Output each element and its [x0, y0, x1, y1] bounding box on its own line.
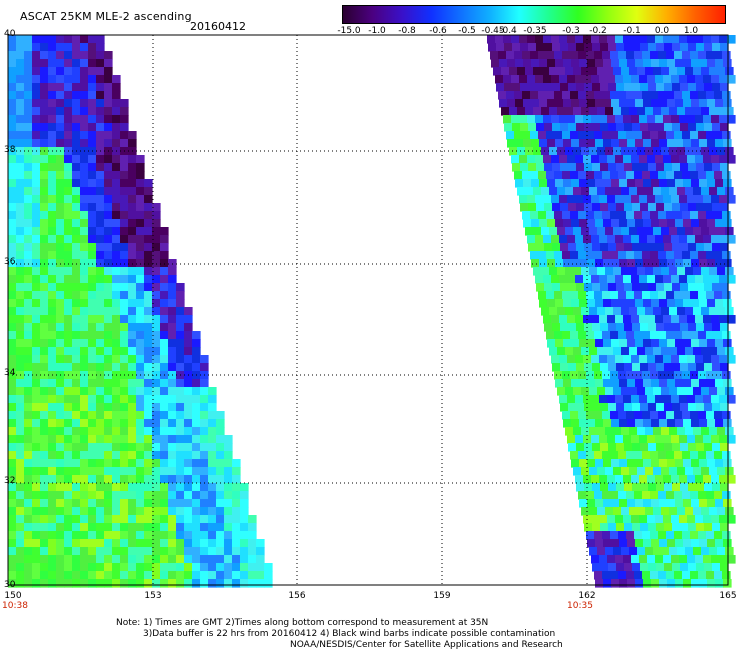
date-label: 20160412 — [190, 20, 246, 33]
pass-time-right: 10:35 — [567, 601, 593, 611]
title: ASCAT 25KM MLE-2 ascending — [20, 10, 192, 23]
y-tick-36: 36 — [4, 257, 16, 267]
note-line-2: 3)Data buffer is 22 hrs from 20160412 4)… — [143, 629, 556, 639]
colorbar-label: -0.5 — [458, 26, 476, 36]
colorbar-label: -15.0 — [337, 26, 361, 36]
x-tick-162: 162 — [578, 591, 596, 601]
colorbar-label: 1.0 — [683, 26, 699, 36]
y-tick-40: 40 — [4, 29, 16, 39]
colorbar-label: -0.8 — [398, 26, 416, 36]
note-line-3: NOAA/NESDIS/Center for Satellite Applica… — [290, 640, 563, 650]
colorbar-label: -0.2 — [589, 26, 607, 36]
colorbar-label: -0.3 — [562, 26, 580, 36]
colorbar-label: -0.6 — [429, 26, 447, 36]
colorbar-label: -0.35 — [523, 26, 547, 36]
x-tick-165: 165 — [719, 591, 737, 601]
y-tick-30: 30 — [4, 580, 16, 590]
y-tick-32: 32 — [4, 476, 16, 486]
note-line-1: Note: 1) Times are GMT 2)Times along bot… — [116, 618, 489, 628]
y-tick-38: 38 — [4, 145, 16, 155]
colorbar-label: -0.45 — [481, 26, 505, 36]
x-tick-153: 153 — [144, 591, 162, 601]
x-tick-159: 159 — [433, 591, 451, 601]
x-tick-150: 150 — [4, 591, 22, 601]
plot-frame — [7, 34, 729, 586]
colorbar-label: -1.0 — [368, 26, 386, 36]
colorbar-label: 0.0 — [654, 26, 670, 36]
pass-time-left: 10:38 — [2, 601, 28, 611]
colorbar — [342, 5, 726, 24]
colorbar-label: -0.4 — [499, 26, 517, 36]
colorbar-label: -0.1 — [623, 26, 641, 36]
x-tick-156: 156 — [288, 591, 306, 601]
y-tick-34: 34 — [4, 368, 16, 378]
